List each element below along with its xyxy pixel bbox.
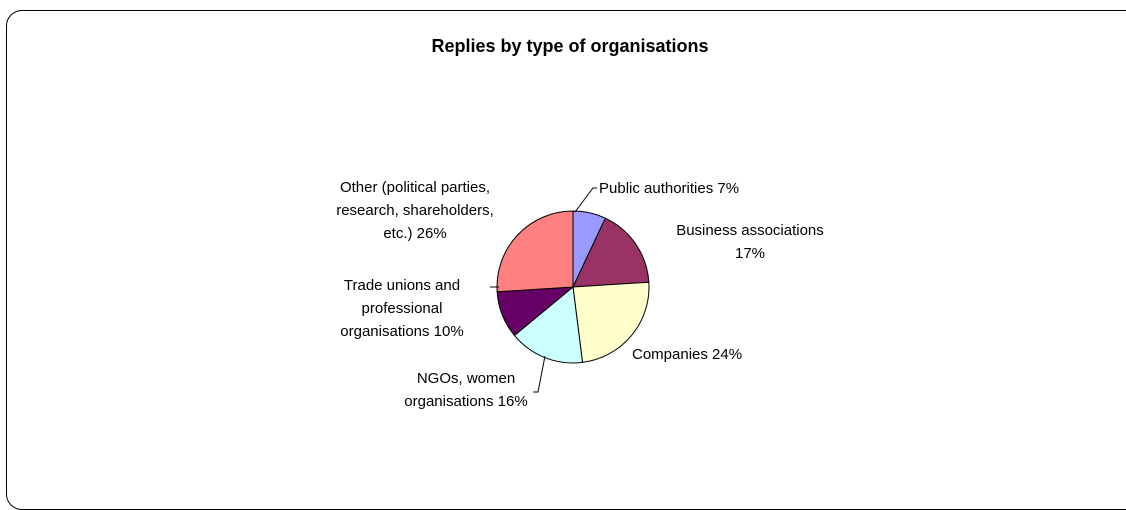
slice-label-line: NGOs, women [417,370,515,387]
slice-label-line: Business associations [676,222,824,239]
leader-line [574,187,597,213]
slice-label: Public authorities 7% [599,180,739,197]
slice-label-line: 17% [735,245,765,262]
pie-slice [572,281,650,363]
slice-label-line: Trade unions and [344,277,460,294]
slice-label: Other (political parties, research, share… [336,179,494,242]
slice-label-line: professional [362,300,443,317]
chart-title: Replies by type of organisations [431,36,709,56]
slice-label-line: Public authorities 7% [599,180,739,197]
leader-lines [490,187,597,393]
slice-label-line: organisations 10% [340,323,463,340]
slice-label-line: etc.) 26% [383,225,446,242]
slice-label-line: Companies 24% [632,346,742,363]
pie-slice [572,217,650,288]
pie-chart: Public authorities 7% Business associatio… [336,179,824,410]
pie-slice [496,210,574,293]
leader-line [533,355,546,393]
pie-slices [496,210,650,364]
slice-label: NGOs, women organisations 16% [404,370,527,410]
slice-label: Companies 24% [632,346,742,363]
slice-label-line: organisations 16% [404,393,527,410]
slice-label: Business associations 17% [676,222,824,262]
slice-labels: Public authorities 7% Business associatio… [336,179,824,410]
slice-label-line: Other (political parties, [340,179,490,196]
slice-label-line: research, shareholders, [336,202,494,219]
slice-label: Trade unions and professional organisation… [340,277,463,340]
